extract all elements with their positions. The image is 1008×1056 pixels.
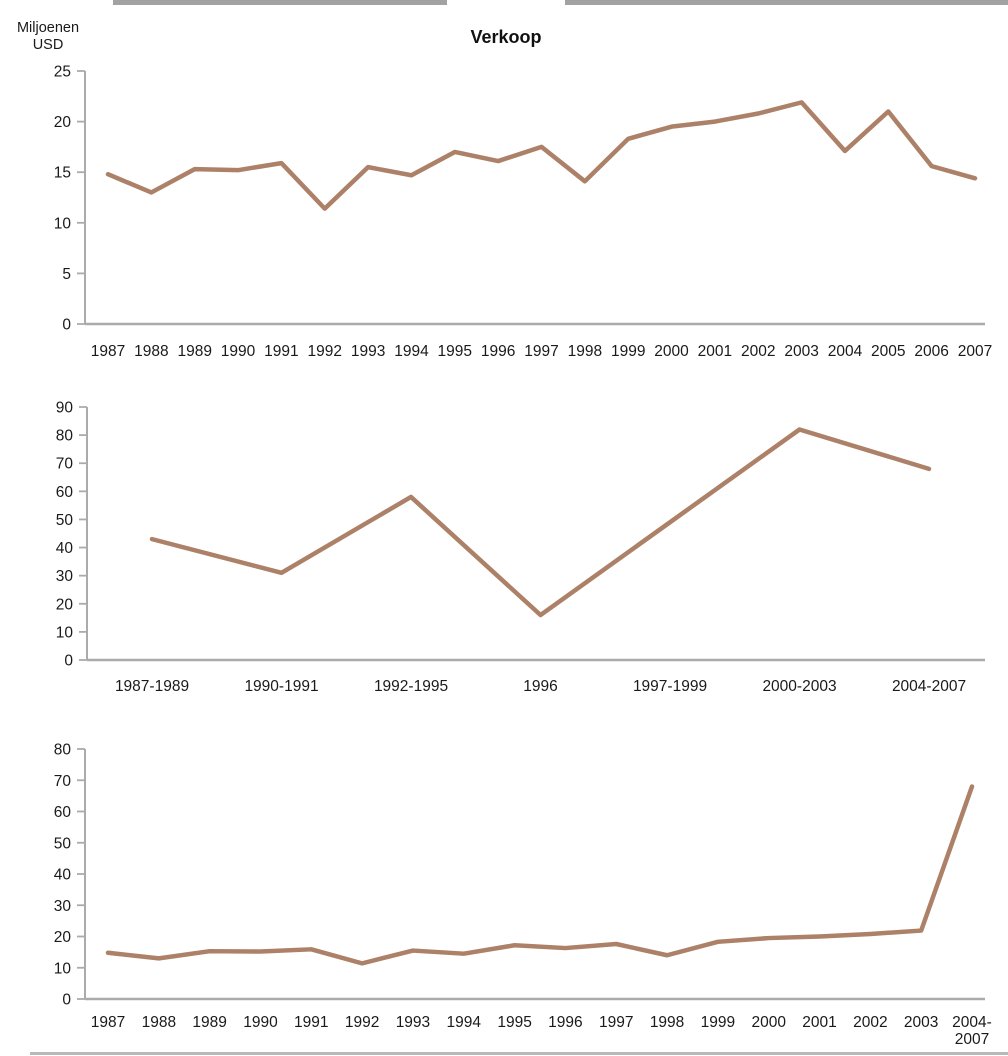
chart-sales-yearly-with-combined-period: 0 10 20 30 40 50 60 70 80 1987 1988 1989 1990 1991 199… xyxy=(54,742,992,1049)
x-category-label: 1997 xyxy=(524,343,558,360)
x-category-label: 1990-1991 xyxy=(244,678,318,695)
y-tick-label: 10 xyxy=(54,215,72,232)
y-tick-label: 25 xyxy=(54,64,71,81)
x-category-label: 1995 xyxy=(438,343,472,360)
x-category-label: 1999 xyxy=(611,343,645,360)
y-tick-label: 5 xyxy=(62,266,71,283)
chart-sales-yearly: 0 5 10 15 20 25 1987 1988 1989 1990 1991 1992 1993 19… xyxy=(54,64,992,361)
x-category-label: 2004 xyxy=(828,343,863,360)
y-axis-unit-label: Miljoenen USD xyxy=(16,20,80,53)
y-tick-label: 0 xyxy=(62,992,71,1009)
x-category-label: 1989 xyxy=(177,343,211,360)
x-category-label: 1990 xyxy=(221,343,256,360)
x-category-label: 1996 xyxy=(548,1014,582,1031)
x-category-label: 2002 xyxy=(853,1014,887,1031)
x-category-label: 1996 xyxy=(523,678,557,695)
y-tick-label: 40 xyxy=(54,867,72,884)
y-tick-label: 70 xyxy=(56,456,74,473)
x-category-label: 1994 xyxy=(447,1014,482,1031)
y-tick-label: 50 xyxy=(56,512,74,529)
x-category-label: 2005 xyxy=(871,343,905,360)
x-category-label: 2003 xyxy=(904,1014,938,1031)
x-category-label: 1991 xyxy=(264,343,298,360)
x-category-label: 2004-2007 xyxy=(892,678,966,695)
x-category-label: 2004-2007 xyxy=(952,1014,992,1048)
x-category-label: 1988 xyxy=(142,1014,176,1031)
x-category-label: 1989 xyxy=(192,1014,226,1031)
x-category-label: 1995 xyxy=(497,1014,531,1031)
x-category-label: 2003 xyxy=(784,343,818,360)
x-category-label: 1993 xyxy=(351,343,385,360)
x-category-label: 1994 xyxy=(394,343,429,360)
cropped-text-artifact-top-left xyxy=(113,0,447,5)
y-tick-label: 80 xyxy=(54,742,72,759)
data-line-series xyxy=(149,427,932,618)
x-category-label: 1998 xyxy=(650,1014,684,1031)
y-tick-label: 60 xyxy=(56,484,74,501)
x-category-label: 1991 xyxy=(294,1014,328,1031)
y-tick-label: 15 xyxy=(54,165,71,182)
x-category-label: 1990 xyxy=(243,1014,278,1031)
x-category-label: 1993 xyxy=(396,1014,430,1031)
y-tick-label: 60 xyxy=(54,804,72,821)
chart-sales-grouped-periods: 0 10 20 30 40 50 60 70 80 90 1987-1989 1990-1991 199… xyxy=(56,400,985,695)
x-category-label: 2007 xyxy=(958,343,992,360)
y-tick-label: 20 xyxy=(54,929,72,946)
x-category-label: 1996 xyxy=(481,343,515,360)
y-tick-label: 50 xyxy=(54,835,72,852)
y-tick-label: 70 xyxy=(54,773,72,790)
y-tick-label: 40 xyxy=(56,540,74,557)
x-category-label: 1992-1995 xyxy=(374,678,448,695)
x-category-label: 2001 xyxy=(698,343,732,360)
y-tick-label: 0 xyxy=(62,317,71,334)
x-category-label: 1997 xyxy=(599,1014,633,1031)
x-category-label: 2006 xyxy=(914,343,948,360)
x-category-label: 2000 xyxy=(751,1014,786,1031)
cropped-text-artifact-bottom xyxy=(30,1052,1008,1055)
x-category-label: 1987 xyxy=(91,343,125,360)
y-tick-label: 80 xyxy=(56,428,74,445)
data-line-series xyxy=(105,100,978,211)
x-category-label: 2000 xyxy=(654,343,689,360)
y-tick-label: 30 xyxy=(56,568,74,585)
chart-title: Verkoop xyxy=(470,27,542,47)
x-category-label: 1998 xyxy=(568,343,602,360)
y-tick-label: 10 xyxy=(56,624,74,641)
data-line-series xyxy=(105,784,975,966)
x-category-label: 1992 xyxy=(345,1014,379,1031)
x-category-label: 1988 xyxy=(134,343,168,360)
x-category-label: 1997-1999 xyxy=(633,678,707,695)
y-tick-label: 90 xyxy=(56,400,74,417)
y-tick-label: 0 xyxy=(64,653,73,670)
x-category-label: 2002 xyxy=(741,343,775,360)
y-tick-label: 20 xyxy=(54,114,72,131)
y-tick-label: 20 xyxy=(56,596,74,613)
x-category-label: 2000-2003 xyxy=(762,678,836,695)
x-category-label: 1987 xyxy=(91,1014,125,1031)
y-tick-label: 30 xyxy=(54,898,72,915)
x-category-label: 1992 xyxy=(308,343,342,360)
x-category-label: 2001 xyxy=(802,1014,836,1031)
cropped-text-artifact-top-right xyxy=(565,0,1008,5)
x-category-label: 1999 xyxy=(701,1014,735,1031)
y-tick-label: 10 xyxy=(54,960,72,977)
x-category-label: 1987-1989 xyxy=(115,678,189,695)
